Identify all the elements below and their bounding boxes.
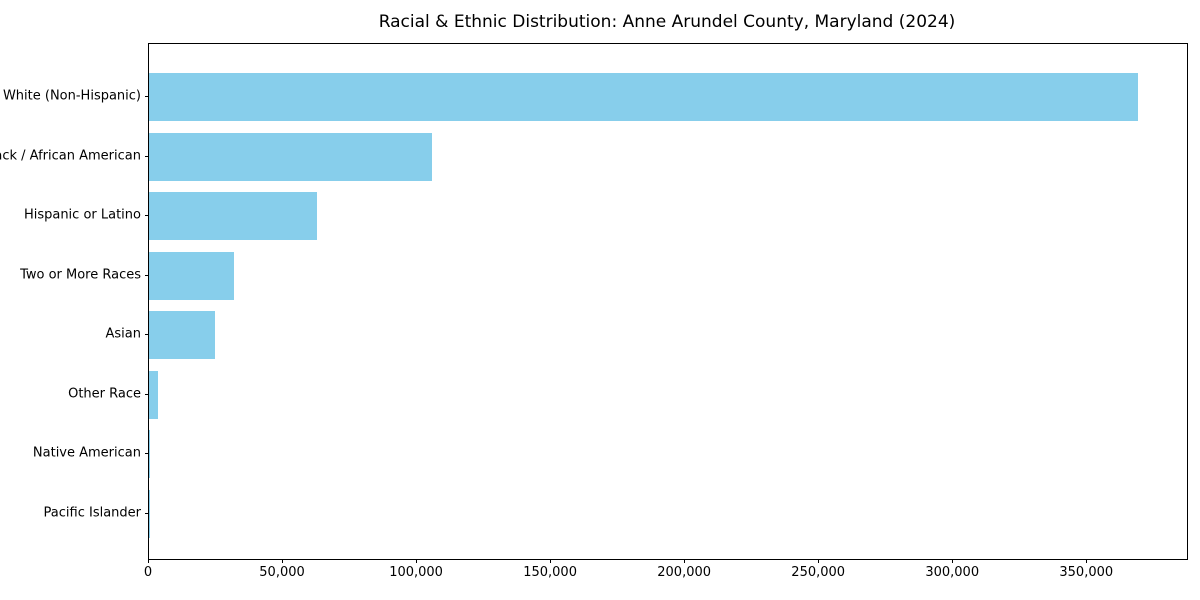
y-tick-mark [144,334,149,336]
bar-hispanic-or-latino [149,192,318,241]
y-tick-label: Native American [32,445,141,461]
bar-native-american [149,430,151,479]
y-tick-mark [144,215,149,217]
bar-black-african-american [149,132,433,181]
x-tick-label: 150,000 [523,565,577,580]
y-tick-mark [144,393,149,395]
y-tick-label: Other Race [68,386,141,402]
y-tick-mark [144,513,149,514]
x-tick-label: 250,000 [791,565,846,580]
bar-white-non-hispanic [149,73,1138,121]
x-tick-mark [282,559,284,563]
chart-title: Racial & Ethnic Distribution: Anne Arund… [378,12,956,32]
x-tick-mark [416,559,418,563]
y-tick-mark [144,453,149,455]
y-tick-label: Pacific Islander [43,505,141,521]
y-tick-label: Asian [105,326,141,342]
x-tick-mark [1086,559,1088,563]
x-tick-label: 50,000 [259,565,305,580]
y-tick-label: Hispanic or Latino [23,207,141,223]
y-tick-label: Two or More Races [20,267,141,283]
bar-two-or-more-races [149,251,235,300]
plot-area [148,43,1188,560]
bar-asian [149,311,216,360]
y-tick-label: Black / African American [0,148,141,164]
x-tick-label: 0 [143,565,153,580]
x-tick-label: 300,000 [925,565,980,580]
x-tick-mark [952,559,954,563]
x-tick-label: 100,000 [389,565,443,580]
x-tick-label: 350,000 [1059,565,1114,580]
x-tick-mark [818,559,820,563]
x-tick-mark [684,559,686,563]
y-tick-mark [144,155,149,157]
y-tick-label: White (Non-Hispanic) [2,88,141,104]
y-tick-mark [144,274,149,276]
y-tick-mark [144,96,149,97]
x-tick-label: 200,000 [657,565,712,580]
x-tick-mark [148,559,149,563]
bar-other-race [149,370,159,419]
bar-pacific-islander [149,490,150,538]
x-tick-mark [550,559,552,563]
